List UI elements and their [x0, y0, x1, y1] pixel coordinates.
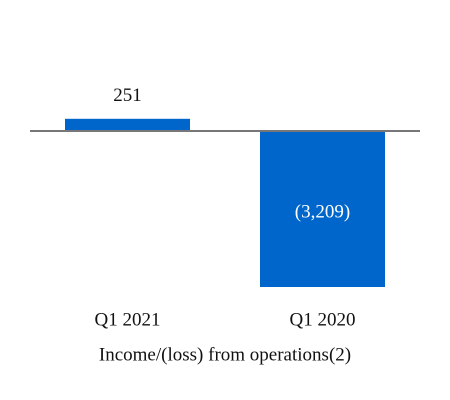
bar — [260, 131, 385, 287]
bar — [65, 118, 190, 131]
x-tick-label: Q1 2021 — [95, 309, 161, 330]
value-label: 251 — [113, 85, 142, 106]
chart-title: Income/(loss) from operations(2) — [99, 344, 351, 365]
value-label: (3,209) — [295, 201, 350, 222]
x-tick-label: Q1 2020 — [290, 309, 356, 330]
